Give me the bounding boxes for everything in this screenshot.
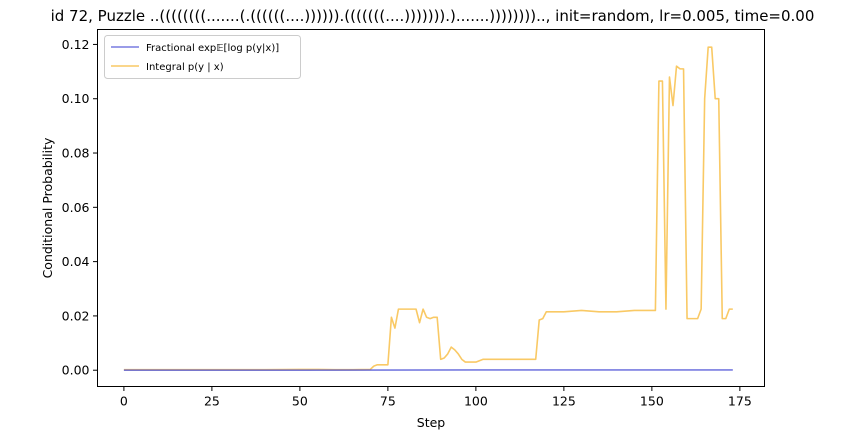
x-tick-label: 100 — [464, 394, 488, 409]
y-tick-label: 0.10 — [62, 91, 90, 106]
series-lines — [123, 46, 733, 372]
x-tick-label: 125 — [552, 394, 576, 409]
y-tick-label: 0.02 — [62, 308, 90, 323]
legend-label-integral: Integral p(y | x) — [146, 62, 224, 73]
y-tick-label: 0.12 — [62, 37, 90, 52]
x-axis-label: Step — [417, 415, 446, 430]
x-axis-ticks: 0 25 50 75 100 125 150 175 — [120, 386, 752, 409]
x-tick-label: 150 — [640, 394, 664, 409]
x-tick-label: 25 — [204, 394, 220, 409]
y-tick-label: 0.04 — [62, 254, 90, 269]
y-tick-label: 0.00 — [62, 363, 90, 378]
x-tick-label: 0 — [120, 394, 128, 409]
plot-frame — [97, 29, 765, 387]
y-axis-label: Conditional Probability — [40, 137, 55, 278]
legend-label-fractional: Fractional exp𝔼[log p(y|x)] — [146, 43, 279, 54]
series-line-integral — [123, 46, 733, 371]
plot-area: 0 25 50 75 100 125 150 175 0.00 0.02 0.04 0.06 0.08… — [62, 29, 765, 409]
x-tick-label: 175 — [728, 394, 752, 409]
x-tick-label: 50 — [292, 394, 308, 409]
y-tick-label: 0.06 — [62, 200, 90, 215]
legend: Fractional exp𝔼[log p(y|x)] Integral p(y… — [104, 35, 301, 79]
y-tick-label: 0.08 — [62, 146, 90, 161]
x-tick-label: 75 — [380, 394, 396, 409]
legend-box — [104, 35, 301, 79]
chart-title: id 72, Puzzle ..((((((((.......(.((((((.… — [51, 7, 815, 25]
y-axis-ticks: 0.00 0.02 0.04 0.06 0.08 0.10 0.12 — [62, 37, 98, 378]
